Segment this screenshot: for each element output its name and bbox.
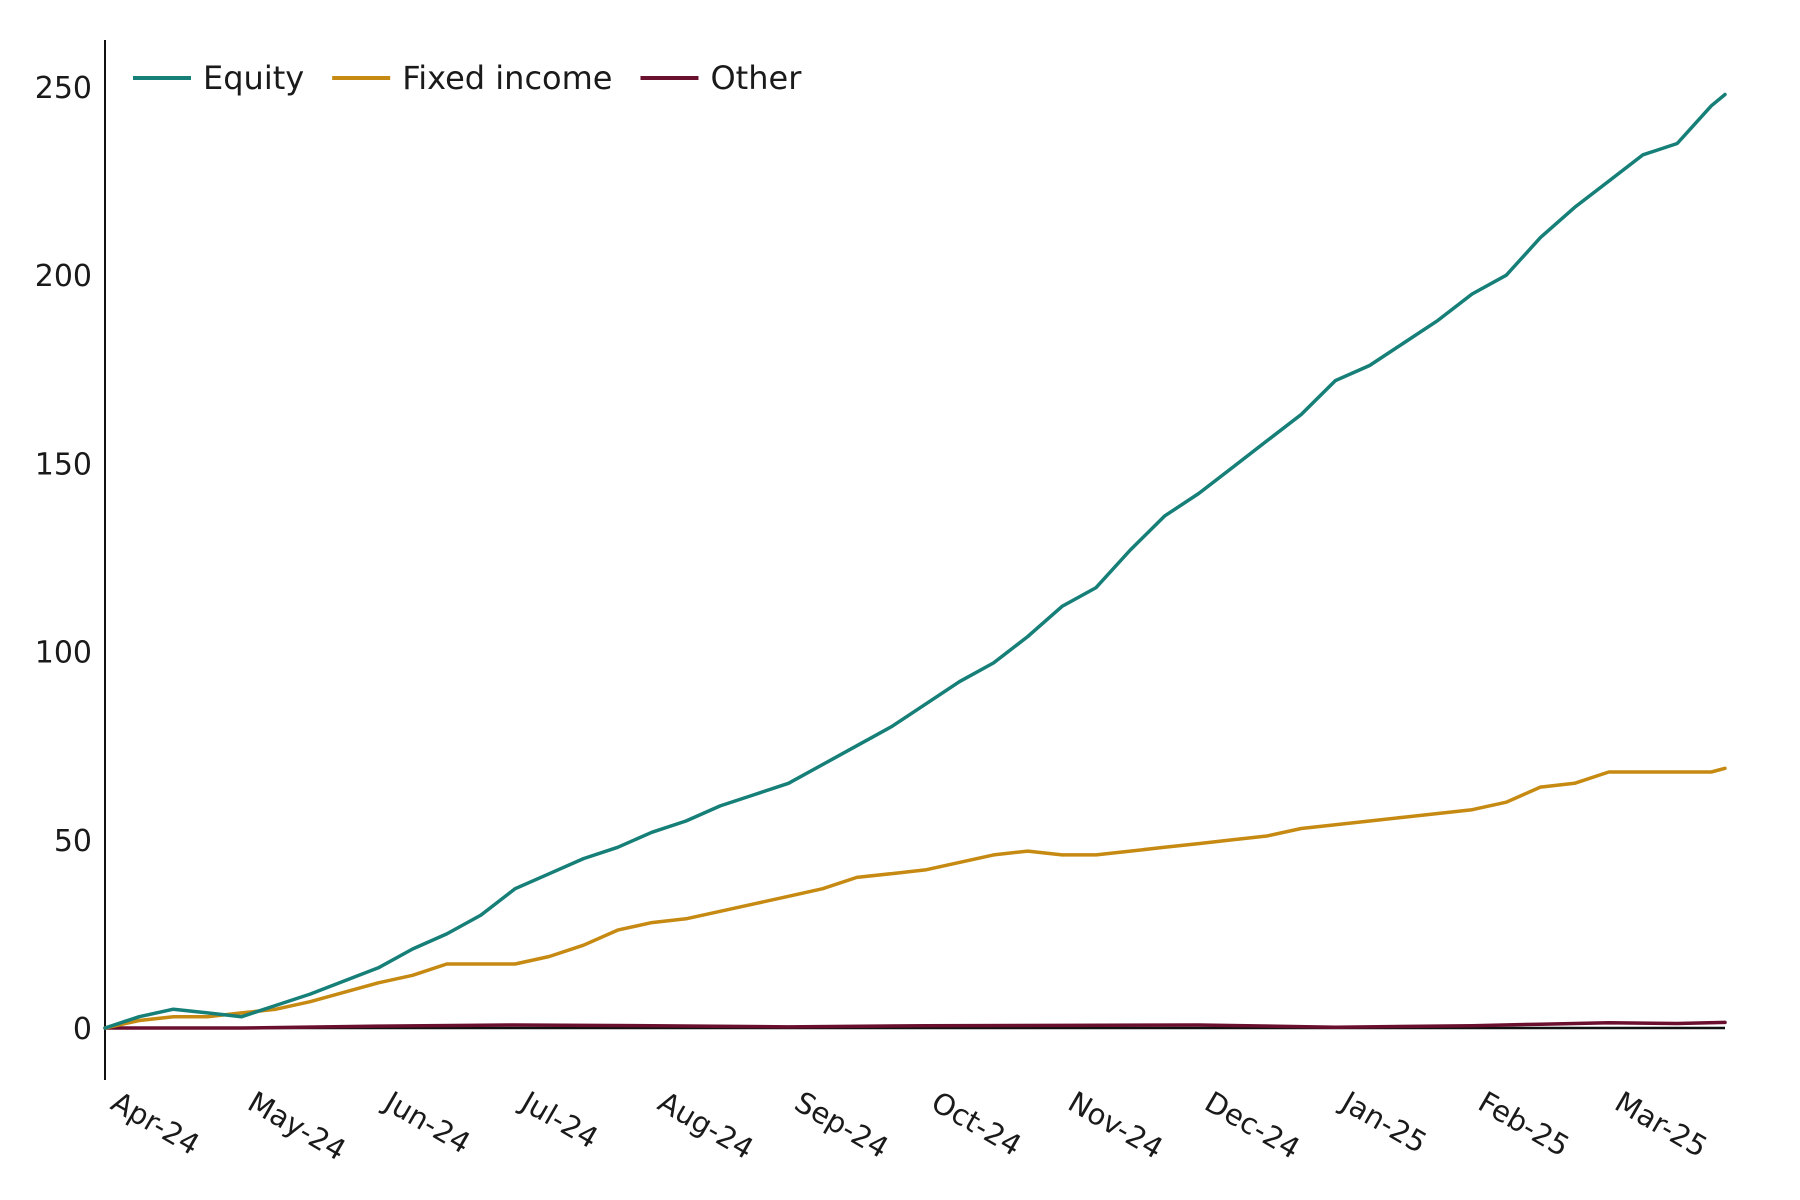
- series-line-fixed-income: [103, 766, 1727, 1030]
- x-tick-label: Apr-24: [106, 1085, 206, 1162]
- y-tick-label: 0: [73, 1012, 92, 1047]
- y-tick-label: 150: [35, 447, 92, 482]
- x-tick-label: May-24: [242, 1085, 352, 1168]
- x-tick-label: Sep-24: [789, 1085, 894, 1165]
- y-tick-label: 100: [35, 636, 92, 671]
- y-tick-label: 50: [54, 824, 92, 859]
- x-tick-label: Oct-24: [926, 1085, 1027, 1163]
- x-tick-label: Jan-25: [1334, 1084, 1432, 1160]
- x-tick-label: Nov-24: [1062, 1085, 1168, 1166]
- legend-label: Equity: [203, 59, 304, 97]
- legend-label: Other: [710, 59, 802, 97]
- x-tick-label: Aug-24: [652, 1085, 759, 1166]
- series-line-equity: [103, 92, 1727, 1030]
- legend-label: Fixed income: [402, 59, 612, 97]
- series-line-other: [103, 1020, 1727, 1030]
- x-tick-label: Feb-25: [1473, 1085, 1575, 1164]
- x-tick-label: Dec-24: [1199, 1085, 1306, 1166]
- x-tick-label: Mar-25: [1609, 1085, 1713, 1165]
- y-axis: 0 50 100 150 200 250: [35, 40, 106, 1080]
- x-tick-label: Jul-24: [514, 1084, 604, 1156]
- series-lines: [103, 92, 1727, 1030]
- x-axis: Apr-24 May-24 Jun-24 Jul-24 Aug-24 Sep-24 Oct-…: [105, 1026, 1725, 1168]
- y-tick-label: 250: [35, 71, 92, 106]
- legend: Equity Fixed income Other: [133, 59, 802, 97]
- y-tick-label: 200: [35, 259, 92, 294]
- x-tick-label: Jun-24: [377, 1084, 476, 1161]
